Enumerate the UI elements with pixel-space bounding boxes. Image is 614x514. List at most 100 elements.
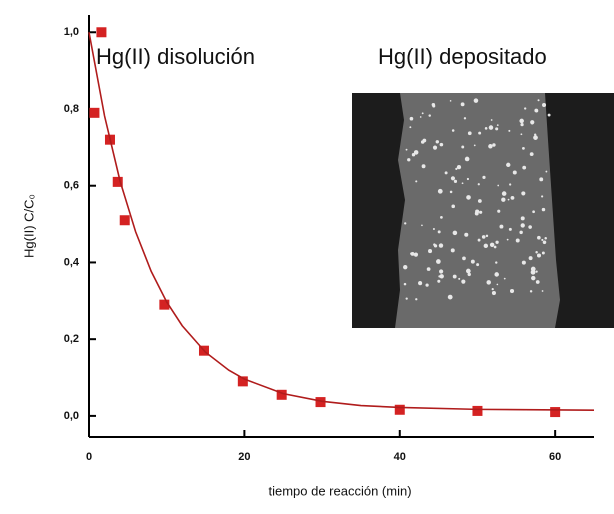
- image-speck: [433, 243, 436, 246]
- image-speck: [454, 180, 457, 183]
- image-speck: [404, 222, 406, 224]
- image-speck: [486, 280, 491, 285]
- image-speck: [545, 171, 547, 173]
- image-speck: [504, 278, 506, 280]
- image-speck: [440, 274, 444, 278]
- image-speck: [534, 133, 536, 135]
- data-point: [472, 406, 482, 416]
- image-speck: [451, 176, 455, 180]
- image-speck: [542, 252, 545, 255]
- image-speck: [461, 146, 464, 149]
- image-speck: [495, 241, 498, 244]
- image-speck: [539, 177, 543, 181]
- image-speck: [468, 273, 471, 276]
- image-speck: [506, 163, 510, 167]
- image-speck: [495, 261, 497, 263]
- image-speck: [531, 267, 536, 272]
- image-speck: [474, 98, 479, 103]
- image-speck: [530, 152, 534, 156]
- y-tick-label: 0,2: [64, 333, 79, 345]
- image-speck: [530, 290, 532, 292]
- image-speck: [482, 235, 486, 239]
- y-tick-label: 0,8: [64, 103, 79, 115]
- image-speck: [406, 149, 408, 151]
- image-speck: [516, 239, 520, 243]
- image-speck: [450, 191, 453, 194]
- image-speck: [436, 140, 439, 143]
- page: Hg(II) disolución Hg(II) depositado tiem…: [0, 0, 614, 514]
- image-speck: [537, 236, 541, 240]
- image-speck: [497, 124, 499, 126]
- image-speck: [508, 130, 510, 132]
- image-speck: [476, 263, 479, 266]
- image-speck: [511, 196, 515, 200]
- x-tick-label: 60: [549, 451, 561, 463]
- image-speck: [452, 129, 455, 132]
- image-speck: [414, 252, 418, 256]
- image-speck: [438, 230, 441, 233]
- image-speck: [522, 147, 525, 150]
- image-speck: [451, 205, 455, 209]
- image-speck: [450, 100, 452, 102]
- data-point: [96, 27, 106, 37]
- image-speck: [471, 260, 475, 264]
- y-tick-label: 0,4: [64, 256, 80, 268]
- image-speck: [492, 143, 495, 146]
- image-speck: [544, 237, 547, 240]
- image-speck: [464, 233, 468, 237]
- image-speck: [466, 269, 471, 274]
- image-speck: [462, 257, 466, 261]
- image-speck: [497, 210, 500, 213]
- image-speck: [422, 164, 426, 168]
- image-speck: [403, 265, 407, 269]
- image-speck: [489, 125, 494, 130]
- image-speck: [482, 176, 485, 179]
- image-speck: [462, 182, 464, 184]
- image-speck: [427, 267, 431, 271]
- image-speck: [439, 243, 443, 247]
- image-speck: [509, 183, 511, 185]
- data-point: [550, 407, 560, 417]
- image-speck: [548, 114, 551, 117]
- image-speck: [420, 116, 422, 118]
- image-speck: [421, 224, 423, 226]
- image-speck: [542, 290, 544, 292]
- image-speck: [541, 195, 543, 197]
- sem-image: [352, 93, 614, 328]
- image-speck: [440, 143, 444, 147]
- image-speck: [497, 185, 499, 187]
- image-speck: [542, 103, 546, 107]
- image-speck: [538, 99, 540, 101]
- image-speck: [445, 171, 448, 174]
- image-speck: [521, 216, 525, 220]
- image-speck: [494, 246, 497, 249]
- image-speck: [488, 144, 492, 148]
- data-point: [395, 405, 405, 415]
- data-point: [89, 108, 99, 118]
- image-speck: [409, 126, 411, 128]
- image-speck: [464, 117, 466, 119]
- image-speck: [407, 158, 410, 161]
- image-speck: [509, 228, 512, 231]
- image-speck: [451, 248, 455, 252]
- y-tick-label: 0,0: [64, 410, 79, 422]
- image-speck: [484, 244, 488, 248]
- image-speck: [502, 191, 507, 196]
- image-speck: [535, 251, 537, 253]
- image-speck: [495, 127, 498, 130]
- image-speck: [428, 249, 432, 253]
- y-tick-label: 1,0: [64, 26, 79, 38]
- image-speck: [421, 140, 425, 144]
- image-speck: [492, 291, 496, 295]
- image-speck: [474, 144, 476, 146]
- image-speck: [433, 146, 437, 150]
- image-speck: [478, 132, 481, 135]
- x-tick-label: 40: [394, 451, 406, 463]
- image-speck: [461, 102, 465, 106]
- image-speck: [455, 168, 457, 170]
- image-speck: [536, 280, 540, 284]
- image-speck: [457, 165, 461, 169]
- image-speck: [475, 212, 479, 216]
- image-speck: [501, 198, 505, 202]
- image-speck: [453, 231, 458, 236]
